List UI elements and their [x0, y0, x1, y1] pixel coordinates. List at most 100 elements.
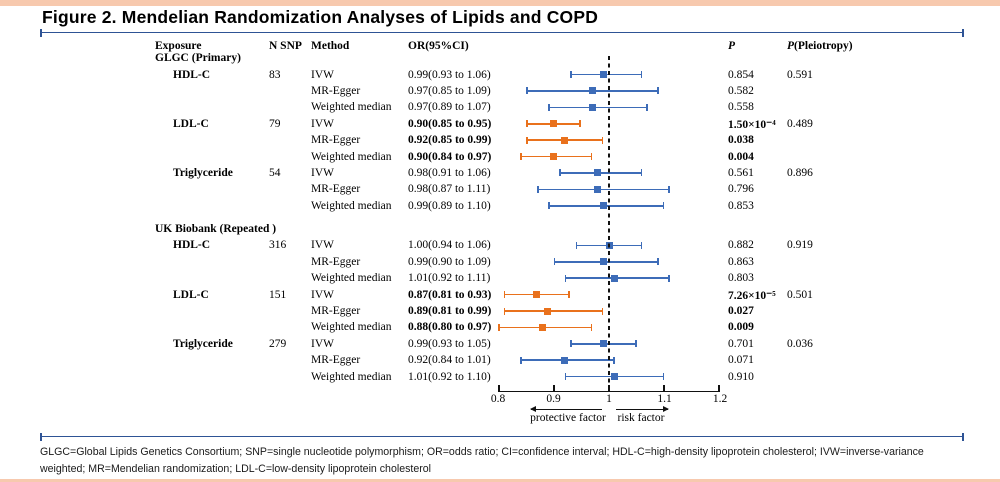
plot-cell: [498, 99, 720, 115]
p-value-cell: 0.004: [728, 150, 754, 163]
axis-tick: [663, 385, 665, 391]
plot-cell: [498, 254, 720, 270]
method-cell: Weighted median: [311, 150, 392, 163]
or-ci-cell: 1.01(0.92 to 1.11): [408, 272, 491, 285]
ci-cap-right: [634, 340, 637, 348]
or-marker: [544, 307, 552, 315]
method-cell: MR-Egger: [311, 255, 361, 268]
ci-cap-left: [520, 153, 522, 161]
ci-cap-right: [640, 71, 643, 79]
ci-cap-right: [646, 103, 648, 111]
ci-cap-left: [547, 103, 550, 111]
n-snp-cell: 279: [269, 337, 287, 350]
or-ci-cell: 0.99(0.89 to 1.10): [408, 199, 491, 212]
n-snp-cell: 316: [269, 239, 287, 252]
p-value-cell: 0.701: [728, 337, 754, 350]
header-n-snp: N SNP: [269, 40, 302, 52]
protective-arrow: [530, 405, 602, 412]
method-cell: Weighted median: [311, 370, 392, 383]
ci-cap-left: [520, 356, 522, 364]
header-p-pleiotropy: P(Pleiotropy): [787, 40, 853, 52]
or-ci-cell: 0.90(0.85 to 0.95): [408, 117, 492, 130]
protective-factor-label: protective factor: [530, 412, 606, 424]
axis-tick: [553, 385, 555, 391]
or-ci-cell: 1.01(0.92 to 1.10): [408, 370, 491, 383]
ci-cap-left: [570, 340, 572, 348]
or-marker: [599, 71, 607, 79]
p-pleiotropy-cell: 0.036: [787, 337, 813, 350]
header-exposure: Exposure: [155, 40, 202, 52]
x-axis: [498, 384, 720, 392]
method-cell: MR-Egger: [311, 183, 361, 196]
p-pleiotropy-cell: 0.591: [787, 68, 813, 81]
or-marker: [599, 202, 607, 210]
ci-cap-right: [640, 241, 643, 249]
plot-cell: [498, 286, 720, 302]
ci-bar: [547, 106, 648, 109]
or-marker: [550, 153, 557, 161]
plot-cell: [498, 368, 720, 384]
or-ci-cell: 0.99(0.93 to 1.06): [408, 68, 491, 81]
p-value-cell: 0.009: [728, 321, 754, 334]
top-accent-bar: [0, 0, 1000, 6]
axis-tick-label: 1.2: [712, 393, 728, 405]
method-cell: IVW: [311, 117, 334, 130]
or-ci-cell: 0.99(0.93 to 1.05): [408, 337, 491, 350]
header-p: P: [728, 40, 736, 52]
or-ci-cell: 1.00(0.94 to 1.06): [408, 239, 491, 252]
exposure-cell: Triglyceride: [173, 166, 233, 179]
risk-factor-label: risk factor: [617, 412, 665, 424]
method-cell: IVW: [311, 337, 334, 350]
or-ci-cell: 0.90(0.84 to 0.97): [408, 150, 492, 163]
or-ci-cell: 0.87(0.81 to 0.93): [408, 288, 492, 301]
ci-cap-left: [570, 71, 572, 79]
header-or-ci: OR(95%CI): [408, 40, 469, 52]
axis-tick: [498, 385, 500, 391]
table-row: MR-Egger 0.89(0.81 to 0.99) 0.027: [155, 303, 905, 319]
ci-cap-right: [590, 153, 593, 161]
or-marker: [538, 323, 546, 331]
ci-bar: [503, 310, 604, 312]
ci-bar: [536, 188, 671, 191]
or-marker: [588, 87, 596, 95]
plot-cell: [498, 303, 720, 319]
axis-tick: [718, 385, 720, 391]
table-row: Weighted median 1.01(0.92 to 1.11) 0.803: [155, 270, 905, 286]
or-marker: [594, 185, 602, 193]
exposure-cell: HDL-C: [173, 68, 211, 81]
table-row: Triglyceride 54 IVW 0.98(0.91 to 1.06) 0.561…: [155, 165, 905, 181]
or-ci-cell: 0.98(0.91 to 1.06): [408, 166, 491, 179]
group-header-row: UK Biobank (Repeated ): [155, 221, 905, 237]
or-marker: [533, 291, 541, 299]
p-pleiotropy-cell: 0.919: [787, 239, 813, 252]
plot-cell: [498, 336, 720, 352]
or-marker: [550, 120, 557, 128]
p-pleiotropy-cell: 0.501: [787, 288, 813, 301]
ci-cap-right: [601, 136, 604, 144]
or-ci-cell: 0.98(0.87 to 1.11): [408, 183, 491, 196]
exposure-cell: LDL-C: [173, 117, 209, 130]
or-marker: [599, 258, 607, 266]
method-cell: Weighted median: [311, 199, 392, 212]
header-method: Method: [311, 40, 350, 52]
table-row: Weighted median 1.01(0.92 to 1.10) 0.910: [155, 368, 905, 384]
table-row: Triglyceride 279 IVW 0.99(0.93 to 1.05) 0.70…: [155, 336, 905, 352]
table-row: LDL-C 151 IVW 0.87(0.81 to 0.93) 7.26×10⁻⁵ 0.…: [155, 286, 905, 302]
axis-tick-label: 1: [606, 393, 612, 405]
table-header-row: Exposure N SNP Method OR(95%CI) P P(Plei…: [155, 38, 905, 54]
p-value-cell: 0.558: [728, 101, 754, 114]
p-value-cell: 7.26×10⁻⁵: [728, 289, 776, 302]
ci-cap-right: [590, 323, 593, 331]
ci-cap-left: [564, 274, 567, 282]
method-cell: MR-Egger: [311, 305, 361, 318]
method-cell: MR-Egger: [311, 84, 361, 97]
table-row: MR-Egger 0.97(0.85 to 1.09) 0.582: [155, 83, 905, 99]
exposure-cell: LDL-C: [173, 288, 209, 301]
p-pleiotropy-cell: 0.489: [787, 117, 813, 130]
p-value-cell: 0.910: [728, 370, 754, 383]
table-row: MR-Egger 0.98(0.87 to 1.11) 0.796: [155, 181, 905, 197]
bottom-accent-bar: [0, 479, 1000, 482]
or-marker: [611, 274, 619, 282]
ci-cap-left: [525, 87, 528, 95]
